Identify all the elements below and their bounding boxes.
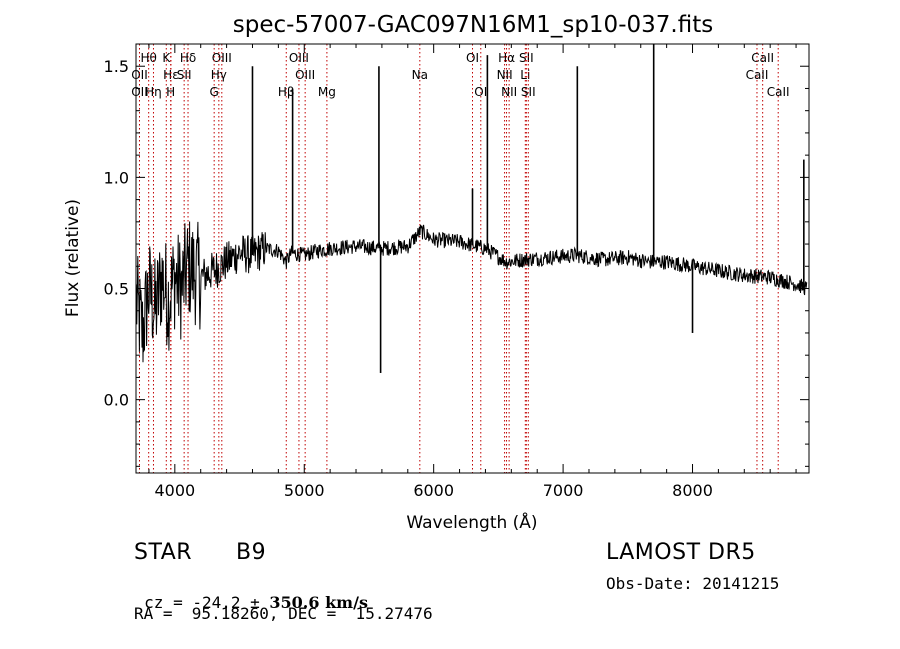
y-axis-label: Flux (relative) <box>63 199 83 317</box>
line-marker-label: SII <box>519 51 534 65</box>
y-tick-label: 1.5 <box>104 57 129 76</box>
cz-prefix: cz = -24.2 ± <box>144 593 270 612</box>
x-tick-label: 4000 <box>154 481 195 500</box>
line-marker-label: SII <box>521 85 536 99</box>
line-marker-label: OIII <box>289 51 309 65</box>
y-tick-label: 0.0 <box>104 391 129 410</box>
line-marker-label: SII <box>177 68 192 82</box>
line-marker-label: OII <box>131 85 148 99</box>
spectrum-spikes <box>251 44 805 373</box>
line-marker-label: Hα <box>498 51 515 65</box>
line-marker-label: Hθ <box>140 51 156 65</box>
line-marker-label: OI <box>474 85 487 99</box>
y-tick-label: 1.0 <box>104 168 129 187</box>
line-marker-label: Hε <box>163 68 179 82</box>
line-marker-label: Hη <box>145 85 162 99</box>
plot-frame <box>135 43 810 474</box>
line-marker-label: Hβ <box>278 85 295 99</box>
object-subclass: B9 <box>236 540 267 565</box>
line-marker-label: Hγ <box>211 68 227 82</box>
x-axis-label: Wavelength (Å) <box>406 511 537 533</box>
x-tick-label: 5000 <box>284 481 325 500</box>
cz-value: 350.6 km/s <box>269 593 368 612</box>
line-marker-label: H <box>166 85 175 99</box>
coordinates: RA = 95.18260, DEC = 15.27476 <box>134 604 433 623</box>
line-marker-label: OI <box>466 51 479 65</box>
line-marker-label: Li <box>520 68 530 82</box>
redshift-info: cz = -24.2 ± 350.6 km/s <box>134 574 368 612</box>
line-marker-label: CaII <box>746 68 769 82</box>
x-tick-label: 6000 <box>413 481 454 500</box>
line-marker-label: Na <box>412 68 428 82</box>
observation-date: Obs-Date: 20141215 <box>606 574 780 593</box>
chart-title: spec-57007-GAC097N16M1_sp10-037.fits <box>233 12 713 38</box>
data-release: LAMOST DR5 <box>606 540 756 565</box>
line-marker-label: Mg <box>318 85 336 99</box>
line-marker-label: NII <box>497 68 513 82</box>
x-tick-label: 7000 <box>543 481 584 500</box>
line-marker-label: Hδ <box>180 51 196 65</box>
line-marker-label: OII <box>131 68 148 82</box>
object-type: STAR <box>134 540 193 565</box>
line-marker-label: CaII <box>767 85 790 99</box>
line-marker-label: OIII <box>295 68 315 82</box>
line-marker-label: G <box>210 85 219 99</box>
line-marker-label: K <box>162 51 171 65</box>
line-marker-label: NII <box>501 85 517 99</box>
line-marker-label: CaII <box>751 51 774 65</box>
axes: 4000 5000 6000 7000 8000 0.0 0.5 1.0 1.5 <box>104 44 809 500</box>
line-marker-label: OIII <box>212 51 232 65</box>
spectrum-line <box>135 221 808 363</box>
x-tick-label: 8000 <box>672 481 713 500</box>
y-tick-label: 0.5 <box>104 280 129 299</box>
